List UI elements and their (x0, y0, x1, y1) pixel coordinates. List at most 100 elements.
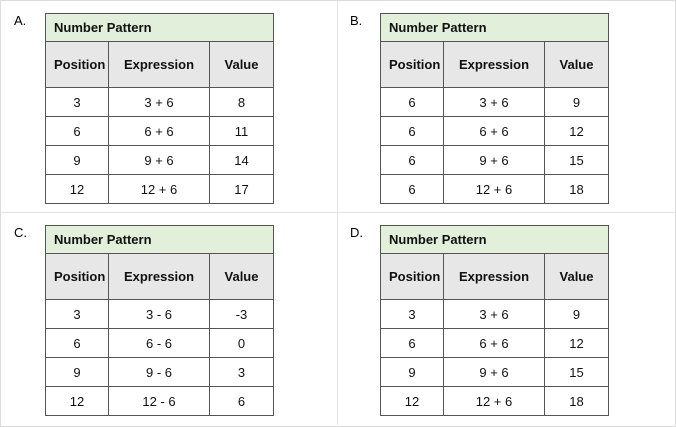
pattern-table: Number Pattern Position Expression Value 6 3 … (380, 13, 609, 204)
table-title: Number Pattern (380, 13, 609, 42)
table-cell: 3 + 6 (443, 299, 545, 329)
table-cell: 12 + 6 (443, 174, 545, 204)
option: D. Number Pattern Position Expression Value 3… (338, 213, 675, 425)
column-header: Value (544, 41, 609, 88)
pattern-table: Number Pattern Position Expression Value 3 3 … (45, 13, 274, 204)
table-cell: 9 + 6 (108, 145, 210, 175)
option-label: A. (14, 13, 27, 28)
column-header: Expression (443, 253, 545, 300)
title-row: Number Pattern (380, 225, 609, 254)
pattern-table: Number Pattern Position Expression Value 3 3 … (380, 225, 609, 416)
column-header: Value (209, 41, 274, 88)
table-cell: 3 (209, 357, 274, 387)
table-cell: 9 - 6 (108, 357, 210, 387)
column-header: Value (544, 253, 609, 300)
column-header: Position (380, 41, 444, 88)
table-cell: 9 (544, 299, 609, 329)
option-label: B. (350, 13, 363, 28)
data-row: 12 12 + 6 18 (380, 386, 609, 416)
table-cell: 6 + 6 (443, 328, 545, 358)
table-cell: 9 + 6 (443, 357, 545, 387)
column-header: Expression (108, 253, 210, 300)
option: B. Number Pattern Position Expression Value 6… (338, 1, 675, 213)
table-cell: 12 (380, 386, 444, 416)
table-cell: 18 (544, 174, 609, 204)
table-cell: 3 + 6 (443, 87, 545, 117)
table-cell: 9 (45, 357, 109, 387)
table-cell: 8 (209, 87, 274, 117)
table-title: Number Pattern (45, 225, 274, 254)
table-cell: 3 + 6 (108, 87, 210, 117)
table-cell: 3 (45, 87, 109, 117)
table-cell: 11 (209, 116, 274, 146)
table-cell: 17 (209, 174, 274, 204)
table-cell: 6 (380, 174, 444, 204)
table-cell: 6 + 6 (443, 116, 545, 146)
header-row: Position Expression Value (45, 253, 274, 300)
title-row: Number Pattern (45, 225, 274, 254)
table-title: Number Pattern (45, 13, 274, 42)
header-row: Position Expression Value (380, 41, 609, 88)
table-cell: 9 + 6 (443, 145, 545, 175)
column-header: Expression (108, 41, 210, 88)
table-cell: 15 (544, 357, 609, 387)
option-label: D. (350, 225, 363, 240)
table-cell: 14 (209, 145, 274, 175)
column-header: Value (209, 253, 274, 300)
table-title: Number Pattern (380, 225, 609, 254)
table-cell: 6 (209, 386, 274, 416)
table-cell: 12 + 6 (108, 174, 210, 204)
column-header: Position (45, 41, 109, 88)
column-header: Expression (443, 41, 545, 88)
table-cell: 9 (380, 357, 444, 387)
data-row: 6 12 + 6 18 (380, 174, 609, 204)
option: C. Number Pattern Position Expression Value 3… (1, 213, 338, 425)
table-cell: 6 + 6 (108, 116, 210, 146)
table-cell: 9 (544, 87, 609, 117)
table-cell: 6 - 6 (108, 328, 210, 358)
table-cell: 3 (45, 299, 109, 329)
pattern-table: Number Pattern Position Expression Value 3 3 … (45, 225, 274, 416)
option-label: C. (14, 225, 27, 240)
table-cell: 12 - 6 (108, 386, 210, 416)
table-cell: -3 (209, 299, 274, 329)
title-row: Number Pattern (380, 13, 609, 42)
table-cell: 6 (380, 145, 444, 175)
table-cell: 9 (45, 145, 109, 175)
column-header: Position (45, 253, 109, 300)
table-cell: 3 (380, 299, 444, 329)
table-cell: 18 (544, 386, 609, 416)
header-row: Position Expression Value (380, 253, 609, 300)
table-cell: 0 (209, 328, 274, 358)
table-cell: 6 (45, 328, 109, 358)
table-cell: 12 (544, 116, 609, 146)
data-row: 12 12 + 6 17 (45, 174, 274, 204)
table-cell: 3 - 6 (108, 299, 210, 329)
table-cell: 12 (45, 174, 109, 204)
option: A. Number Pattern Position Expression Value 3… (1, 1, 338, 213)
header-row: Position Expression Value (45, 41, 274, 88)
table-cell: 12 + 6 (443, 386, 545, 416)
table-cell: 6 (45, 116, 109, 146)
table-cell: 6 (380, 87, 444, 117)
table-cell: 15 (544, 145, 609, 175)
table-cell: 12 (45, 386, 109, 416)
table-cell: 6 (380, 116, 444, 146)
table-cell: 12 (544, 328, 609, 358)
title-row: Number Pattern (45, 13, 274, 42)
column-header: Position (380, 253, 444, 300)
